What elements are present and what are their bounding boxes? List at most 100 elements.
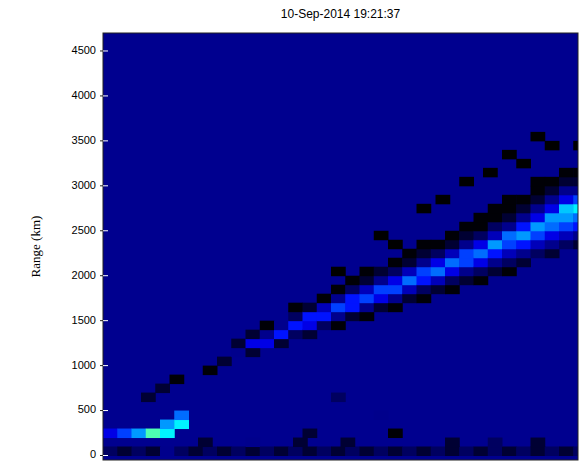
- cell: [545, 213, 560, 222]
- cell: [246, 447, 261, 456]
- cell: [388, 267, 403, 276]
- cell: [502, 204, 517, 213]
- cell: [488, 258, 503, 267]
- cell: [374, 276, 389, 285]
- cell: [331, 267, 346, 276]
- cell: [559, 168, 574, 177]
- y-tick-label: 0: [90, 448, 96, 460]
- cell: [431, 276, 446, 285]
- cell: [474, 447, 489, 456]
- cell: [246, 330, 261, 339]
- y-tick-outer: [100, 410, 103, 411]
- cell: [559, 177, 574, 186]
- cell: [345, 285, 360, 294]
- cell: [288, 303, 303, 312]
- cell: [488, 249, 503, 258]
- cell: [474, 231, 489, 240]
- cell: [445, 258, 460, 267]
- cell: [502, 231, 517, 240]
- cell: [331, 312, 346, 321]
- cell: [274, 330, 289, 339]
- cell: [459, 267, 474, 276]
- y-tick-outer: [100, 140, 103, 141]
- cell: [198, 438, 213, 447]
- cell: [374, 231, 389, 240]
- cell: [303, 447, 318, 456]
- y-tick-outer: [100, 275, 103, 276]
- cell: [531, 186, 546, 195]
- cell: [231, 348, 246, 357]
- y-tick-label: 2000: [72, 269, 96, 281]
- cell: [360, 276, 375, 285]
- cell: [483, 168, 498, 177]
- cell: [431, 240, 446, 249]
- y-tick-label: 3500: [72, 134, 96, 146]
- cell: [431, 249, 446, 258]
- cell: [160, 429, 175, 438]
- cell: [260, 447, 275, 456]
- cell: [374, 447, 389, 456]
- cell: [103, 447, 118, 456]
- cell: [246, 339, 261, 348]
- cell: [573, 213, 578, 222]
- cell: [303, 303, 318, 312]
- cell: [293, 438, 308, 447]
- plot-frame: [103, 33, 578, 460]
- cell: [388, 285, 403, 294]
- y-tick-label: 3000: [72, 179, 96, 191]
- cell: [217, 357, 232, 366]
- y-tick-outer: [100, 50, 103, 51]
- cell: [436, 195, 451, 204]
- cell: [445, 249, 460, 258]
- cell: [516, 258, 531, 267]
- cell: [545, 204, 560, 213]
- cell: [459, 240, 474, 249]
- y-tick-label: 4000: [72, 89, 96, 101]
- cell: [117, 429, 132, 438]
- cell: [531, 240, 546, 249]
- cell: [246, 348, 261, 357]
- cell: [417, 240, 432, 249]
- y-tick-label: 4500: [72, 44, 96, 56]
- cell: [288, 321, 303, 330]
- cell: [388, 276, 403, 285]
- cell: [459, 222, 474, 231]
- cell: [274, 321, 289, 330]
- plot-background: [103, 33, 578, 460]
- cell: [303, 330, 318, 339]
- cell: [360, 447, 375, 456]
- cell: [516, 249, 531, 258]
- cell: [141, 393, 156, 402]
- cell: [516, 240, 531, 249]
- cell: [559, 186, 574, 195]
- cell: [531, 132, 546, 141]
- y-tick: [103, 95, 108, 96]
- cell: [117, 447, 132, 456]
- cell: [288, 330, 303, 339]
- cell: [388, 294, 403, 303]
- cell: [516, 231, 531, 240]
- cell: [545, 186, 560, 195]
- y-tick-outer: [100, 230, 103, 231]
- cell: [174, 447, 189, 456]
- cell: [203, 366, 218, 375]
- cell: [374, 285, 389, 294]
- cell: [502, 213, 517, 222]
- cell: [573, 195, 578, 204]
- cell: [417, 294, 432, 303]
- cell: [345, 312, 360, 321]
- cell: [531, 438, 546, 447]
- y-tick: [103, 455, 108, 456]
- cell: [459, 276, 474, 285]
- cell: [303, 429, 318, 438]
- y-tick-outer: [100, 320, 103, 321]
- cell: [516, 159, 531, 168]
- cell: [274, 447, 289, 456]
- cell: [459, 231, 474, 240]
- cell: [288, 312, 303, 321]
- cell: [132, 447, 147, 456]
- cell: [360, 303, 375, 312]
- cell: [545, 222, 560, 231]
- y-tick-outer: [100, 455, 103, 456]
- cell: [260, 321, 275, 330]
